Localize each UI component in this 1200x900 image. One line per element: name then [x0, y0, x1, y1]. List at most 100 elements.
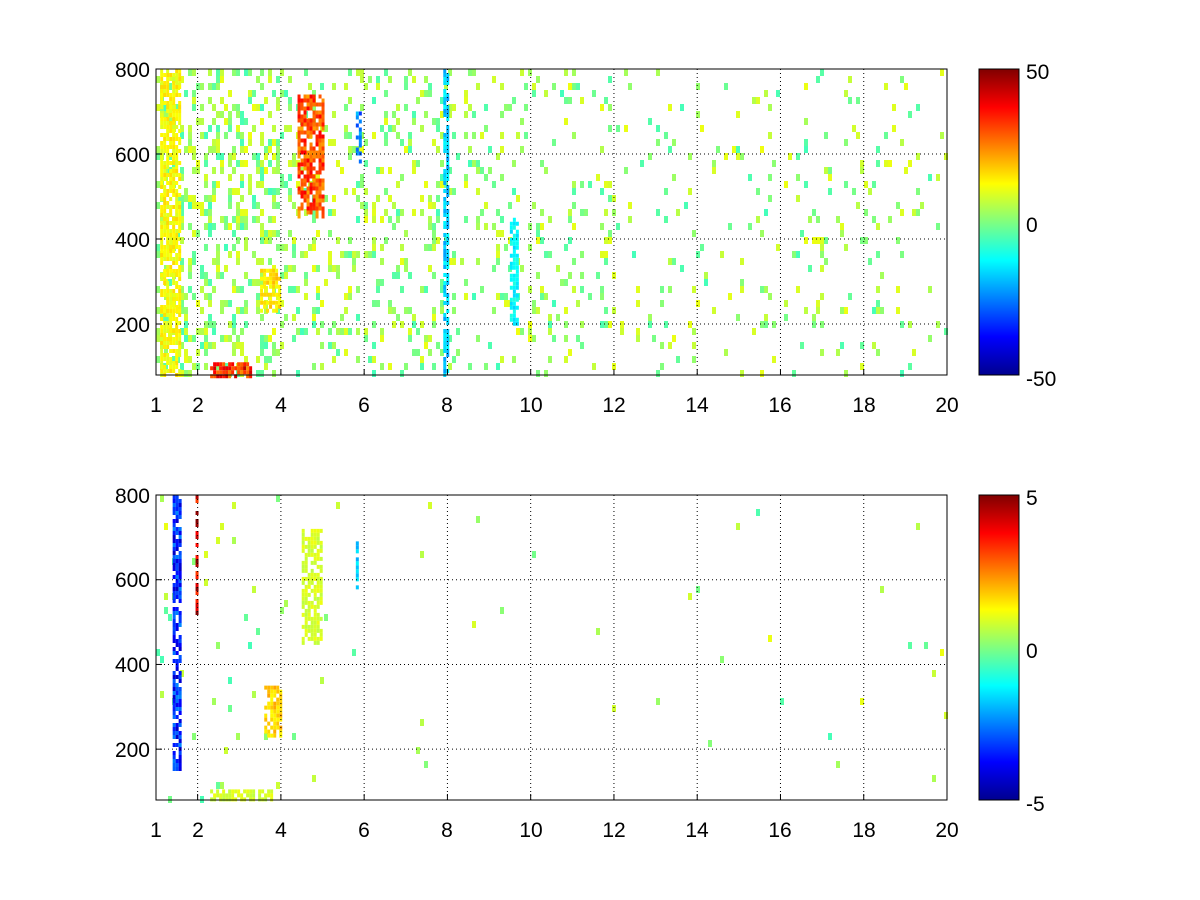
heatmap-cell: [660, 300, 664, 307]
heatmap-cell: [436, 118, 440, 125]
heatmap-cell: [175, 611, 179, 615]
heatmap-cell: [688, 188, 692, 195]
heatmap-cell: [266, 276, 270, 281]
heatmap-cell: [480, 286, 484, 293]
heatmap-cell: [169, 269, 173, 273]
heatmap-cell: [509, 297, 513, 302]
heatmap-cell: [820, 265, 824, 272]
heatmap-cell: [303, 130, 307, 135]
heatmap-cell: [180, 209, 184, 216]
heatmap-cell: [307, 536, 311, 541]
heatmap-cell: [273, 721, 277, 726]
heatmap-cell: [178, 531, 182, 535]
heatmap-cell: [178, 539, 182, 543]
heatmap-cell: [160, 333, 164, 337]
heatmap-cell: [304, 600, 308, 605]
heatmap-cell: [270, 793, 274, 798]
heatmap-cell: [243, 797, 247, 802]
heatmap-cell: [313, 576, 317, 581]
heatmap-cell: [160, 305, 164, 309]
heatmap-cell: [220, 160, 224, 167]
heatmap-cell: [264, 733, 268, 740]
heatmap-cell: [163, 365, 167, 369]
heatmap-cell: [896, 202, 900, 209]
heatmap-cell: [164, 265, 168, 272]
heatmap-cell: [278, 296, 282, 301]
heatmap-cell: [612, 307, 616, 314]
heatmap-cell: [178, 161, 182, 165]
heatmap-cell: [476, 335, 480, 342]
heatmap-cell: [156, 146, 160, 153]
heatmap-cell: [412, 118, 416, 125]
heatmap-cell: [180, 132, 184, 139]
heatmap-cell: [446, 213, 450, 217]
heatmap-cell: [175, 639, 179, 643]
heatmap-cell: [412, 321, 416, 328]
heatmap-cell: [156, 286, 160, 293]
heatmap-cell: [496, 244, 500, 251]
heatmap-cell: [768, 174, 772, 181]
heatmap-cell: [820, 244, 824, 251]
heatmap-cell: [288, 104, 292, 111]
heatmap-cell: [321, 146, 325, 151]
heatmap-cell: [200, 328, 204, 335]
heatmap-cell: [532, 202, 536, 209]
heatmap-cell: [276, 709, 280, 714]
heatmap-cell: [175, 731, 179, 735]
heatmap-cell: [304, 564, 308, 569]
heatmap-cell: [175, 563, 179, 567]
heatmap-cell: [178, 321, 182, 325]
heatmap-cell: [440, 174, 444, 181]
heatmap-cell: [273, 733, 277, 738]
heatmap-cell: [608, 76, 612, 83]
heatmap-cell: [166, 301, 170, 305]
heatmap-cell: [172, 273, 176, 277]
heatmap-cell: [668, 258, 672, 265]
heatmap-cell: [303, 178, 307, 183]
heatmap-cell: [856, 132, 860, 139]
heatmap-cell: [228, 251, 232, 258]
heatmap-cell: [552, 83, 556, 90]
heatmap-cell: [163, 169, 167, 173]
heatmap-cell: [240, 797, 244, 802]
heatmap-cell: [320, 363, 324, 370]
heatmap-cell: [160, 342, 164, 349]
heatmap-cell: [452, 251, 456, 258]
heatmap-cell: [432, 363, 436, 370]
heatmap-cell: [443, 137, 447, 141]
heatmap-cell: [304, 272, 308, 279]
heatmap-cell: [166, 137, 170, 141]
heatmap-cell: [169, 301, 173, 305]
heatmap-cell: [446, 145, 450, 149]
heatmap-cell: [178, 93, 182, 97]
heatmap-cell: [172, 623, 176, 627]
heatmap-cell: [225, 374, 229, 379]
heatmap-cell: [301, 624, 305, 629]
heatmap-cell: [372, 97, 376, 104]
heatmap-cell: [812, 321, 816, 328]
heatmap-cell: [509, 221, 513, 226]
heatmap-cell: [163, 273, 167, 277]
x-tick-label: 14: [685, 394, 709, 417]
heatmap-cell: [443, 69, 447, 73]
heatmap-cell: [246, 793, 250, 798]
heatmap-cell: [166, 313, 170, 317]
heatmap-cell: [212, 321, 216, 328]
heatmap-cell: [172, 157, 176, 161]
heatmap-cell: [896, 307, 900, 314]
heatmap-cell: [509, 301, 513, 306]
heatmap-cell: [496, 209, 500, 216]
heatmap-cell: [200, 342, 204, 349]
heatmap-cell: [820, 69, 824, 76]
heatmap-cell: [178, 543, 182, 547]
heatmap-cell: [380, 258, 384, 265]
heatmap-cell: [303, 146, 307, 151]
heatmap-cell: [178, 69, 182, 73]
heatmap-cell: [303, 162, 307, 167]
heatmap-cell: [192, 153, 196, 160]
heatmap-cell: [175, 579, 179, 583]
x-tick-label: 10: [519, 394, 542, 417]
heatmap-cell: [234, 789, 238, 794]
heatmap-cell: [358, 131, 362, 136]
heatmap-cell: [320, 677, 324, 684]
